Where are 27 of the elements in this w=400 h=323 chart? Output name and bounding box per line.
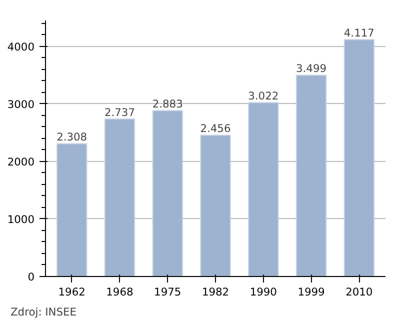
bar (200, 134, 231, 276)
data-label: 2.456 (200, 122, 231, 136)
data-label: 2.308 (56, 130, 88, 144)
data-label: 4.117 (344, 26, 374, 40)
bar (248, 102, 279, 276)
x-tick-label: 1968 (106, 286, 134, 298)
x-tick-label: 2010 (346, 286, 373, 298)
data-label: 3.499 (296, 62, 327, 76)
x-tick-label: 1990 (250, 286, 278, 298)
y-tick-label: 0 (28, 270, 35, 284)
data-label: 2.737 (104, 106, 135, 120)
x-tick-label: 1975 (154, 286, 182, 298)
y-tick-label: 2000 (7, 155, 35, 168)
text: Zdroj: INSEE (10, 306, 77, 318)
y-tick-label: 3000 (7, 98, 35, 111)
bar (296, 74, 327, 276)
x-tick-label: 1999 (298, 286, 326, 298)
data-label: 2.883 (152, 98, 183, 111)
bar (152, 110, 183, 276)
bar (104, 118, 136, 276)
bar (56, 143, 88, 276)
y-tick-label: 1000 (7, 212, 35, 226)
x-tick-label: 1962 (58, 286, 86, 298)
bar (344, 39, 375, 276)
y-tick-label: 4000 (7, 40, 35, 54)
x-tick-label: 1982 (202, 286, 230, 298)
data-label: 3.022 (248, 90, 279, 103)
